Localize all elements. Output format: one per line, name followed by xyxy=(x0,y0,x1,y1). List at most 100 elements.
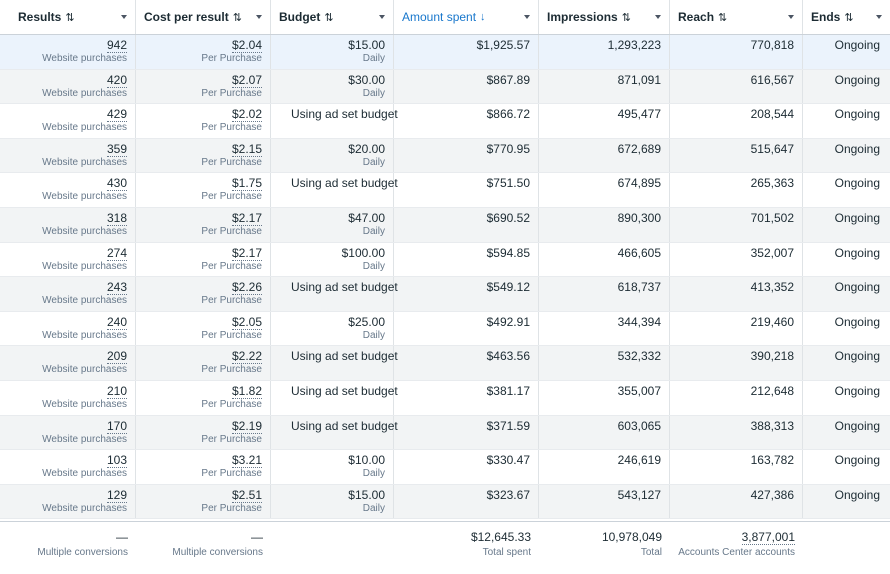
sort-icon[interactable]: ⇅ xyxy=(621,11,631,24)
sort-icon[interactable]: ⇅ xyxy=(232,11,242,24)
cost-per-result-value[interactable]: $2.04 xyxy=(144,38,262,53)
sort-icon[interactable]: ⇅ xyxy=(718,11,728,24)
table-row[interactable]: 359 Website purchases $2.15 Per Purchase $20… xyxy=(0,138,890,174)
results-value[interactable]: 420 xyxy=(8,72,127,88)
results-value[interactable]: 243 xyxy=(8,280,127,296)
chevron-down-icon[interactable] xyxy=(788,15,794,19)
cost-per-result-link[interactable]: $2.15 xyxy=(231,141,262,157)
cost-per-result-link[interactable]: $1.82 xyxy=(231,383,262,399)
results-link[interactable]: 243 xyxy=(106,280,127,296)
budget-cell[interactable]: $47.00 Daily xyxy=(271,207,394,242)
cost-per-result-value[interactable]: $1.75 xyxy=(144,176,262,192)
results-link[interactable]: 209 xyxy=(106,349,127,365)
results-link[interactable]: 942 xyxy=(106,38,127,53)
table-row[interactable]: 243 Website purchases $2.26 Per Purchase Usi… xyxy=(0,277,890,312)
cost-per-result-value[interactable]: $2.02 xyxy=(144,107,262,123)
cost-per-result-link[interactable]: $2.22 xyxy=(231,349,262,365)
budget-cell[interactable]: $15.00 Daily xyxy=(271,35,394,69)
chevron-down-icon[interactable] xyxy=(379,15,385,19)
column-header-amount-spent[interactable]: Amount spent ↓ xyxy=(394,0,539,34)
cost-per-result-value[interactable]: $2.05 xyxy=(144,314,262,330)
results-value[interactable]: 209 xyxy=(8,349,127,365)
results-link[interactable]: 318 xyxy=(106,210,127,226)
budget-cell[interactable]: Using ad set budget xyxy=(271,277,398,311)
budget-cell[interactable]: Using ad set budget xyxy=(271,104,398,138)
totals-reach-value[interactable]: 3,877,001 xyxy=(678,530,795,546)
cost-per-result-value[interactable]: $1.82 xyxy=(144,383,262,399)
budget-cell[interactable]: $20.00 Daily xyxy=(271,138,394,173)
results-link[interactable]: 274 xyxy=(106,245,127,261)
budget-cell[interactable]: $10.00 Daily xyxy=(271,450,394,484)
results-link[interactable]: 240 xyxy=(106,314,127,330)
cost-per-result-link[interactable]: $1.75 xyxy=(231,176,262,192)
sort-icon[interactable]: ⇅ xyxy=(844,11,854,24)
column-header-reach[interactable]: Reach ⇅ xyxy=(670,0,803,34)
budget-cell[interactable]: $30.00 Daily xyxy=(271,69,394,104)
results-value[interactable]: 318 xyxy=(8,210,127,226)
cost-per-result-link[interactable]: $2.17 xyxy=(231,210,262,226)
budget-cell[interactable]: Using ad set budget xyxy=(271,415,398,450)
results-value[interactable]: 129 xyxy=(8,487,127,503)
column-header-cost-per-result[interactable]: Cost per result ⇅ xyxy=(136,0,271,34)
cost-per-result-link[interactable]: $2.07 xyxy=(231,72,262,88)
chevron-down-icon[interactable] xyxy=(256,15,262,19)
results-value[interactable]: 274 xyxy=(8,245,127,261)
sort-icon[interactable]: ⇅ xyxy=(324,11,334,24)
budget-cell[interactable]: $25.00 Daily xyxy=(271,311,394,346)
table-row[interactable]: 429 Website purchases $2.02 Per Purchase Usi… xyxy=(0,104,890,139)
budget-cell[interactable]: Using ad set budget xyxy=(271,173,398,207)
cost-per-result-value[interactable]: $2.26 xyxy=(144,280,262,296)
budget-cell[interactable]: Using ad set budget xyxy=(271,346,398,380)
cost-per-result-link[interactable]: $2.04 xyxy=(231,38,262,53)
table-row[interactable]: 420 Website purchases $2.07 Per Purchase $30… xyxy=(0,69,890,105)
table-row[interactable]: 209 Website purchases $2.22 Per Purchase Usi… xyxy=(0,346,890,381)
table-row[interactable]: 430 Website purchases $1.75 Per Purchase Usi… xyxy=(0,173,890,208)
budget-cell[interactable]: $15.00 Daily xyxy=(271,484,394,519)
totals-reach-link[interactable]: 3,877,001 xyxy=(741,530,795,546)
results-value[interactable]: 170 xyxy=(8,418,127,434)
table-row[interactable]: 318 Website purchases $2.17 Per Purchase $47… xyxy=(0,207,890,243)
results-link[interactable]: 103 xyxy=(106,453,127,469)
chevron-down-icon[interactable] xyxy=(121,15,127,19)
results-value[interactable]: 240 xyxy=(8,314,127,330)
cost-per-result-value[interactable]: $2.51 xyxy=(144,487,262,503)
results-link[interactable]: 420 xyxy=(106,72,127,88)
results-value[interactable]: 359 xyxy=(8,141,127,157)
column-header-results[interactable]: Results ⇅ xyxy=(0,0,136,34)
column-header-ends[interactable]: Ends ⇅ xyxy=(803,0,890,34)
table-row[interactable]: 103 Website purchases $3.21 Per Purchase $10… xyxy=(0,450,890,485)
cost-per-result-link[interactable]: $2.02 xyxy=(231,107,262,123)
cost-per-result-value[interactable]: $2.17 xyxy=(144,245,262,261)
chevron-down-icon[interactable] xyxy=(655,15,661,19)
budget-cell[interactable]: Using ad set budget xyxy=(271,380,398,415)
results-value[interactable]: 942 xyxy=(8,38,127,53)
results-value[interactable]: 103 xyxy=(8,453,127,469)
cost-per-result-link[interactable]: $2.17 xyxy=(231,245,262,261)
cost-per-result-value[interactable]: $3.21 xyxy=(144,453,262,469)
table-row[interactable]: 129 Website purchases $2.51 Per Purchase $15… xyxy=(0,484,890,520)
table-row[interactable]: 274 Website purchases $2.17 Per Purchase $10… xyxy=(0,242,890,278)
results-link[interactable]: 170 xyxy=(106,418,127,434)
results-link[interactable]: 210 xyxy=(106,383,127,399)
column-header-impressions[interactable]: Impressions ⇅ xyxy=(539,0,670,34)
sort-descending-icon[interactable]: ↓ xyxy=(480,11,486,23)
sort-icon[interactable]: ⇅ xyxy=(65,11,75,24)
cost-per-result-link[interactable]: $2.26 xyxy=(231,280,262,296)
cost-per-result-link[interactable]: $2.19 xyxy=(231,418,262,434)
table-row[interactable]: 942 Website purchases $2.04 Per Purchase $15… xyxy=(0,35,890,70)
results-value[interactable]: 430 xyxy=(8,176,127,192)
cost-per-result-link[interactable]: $3.21 xyxy=(231,453,262,469)
cost-per-result-value[interactable]: $2.19 xyxy=(144,418,262,434)
column-header-budget[interactable]: Budget ⇅ xyxy=(271,0,394,34)
cost-per-result-link[interactable]: $2.05 xyxy=(231,314,262,330)
cost-per-result-value[interactable]: $2.15 xyxy=(144,141,262,157)
chevron-down-icon[interactable] xyxy=(524,15,530,19)
results-value[interactable]: 210 xyxy=(8,383,127,399)
results-link[interactable]: 129 xyxy=(106,487,127,503)
table-row[interactable]: 170 Website purchases $2.19 Per Purchase Usi… xyxy=(0,415,890,451)
cost-per-result-value[interactable]: $2.07 xyxy=(144,72,262,88)
results-value[interactable]: 429 xyxy=(8,107,127,123)
cost-per-result-value[interactable]: $2.17 xyxy=(144,210,262,226)
results-link[interactable]: 429 xyxy=(106,107,127,123)
results-link[interactable]: 359 xyxy=(106,141,127,157)
